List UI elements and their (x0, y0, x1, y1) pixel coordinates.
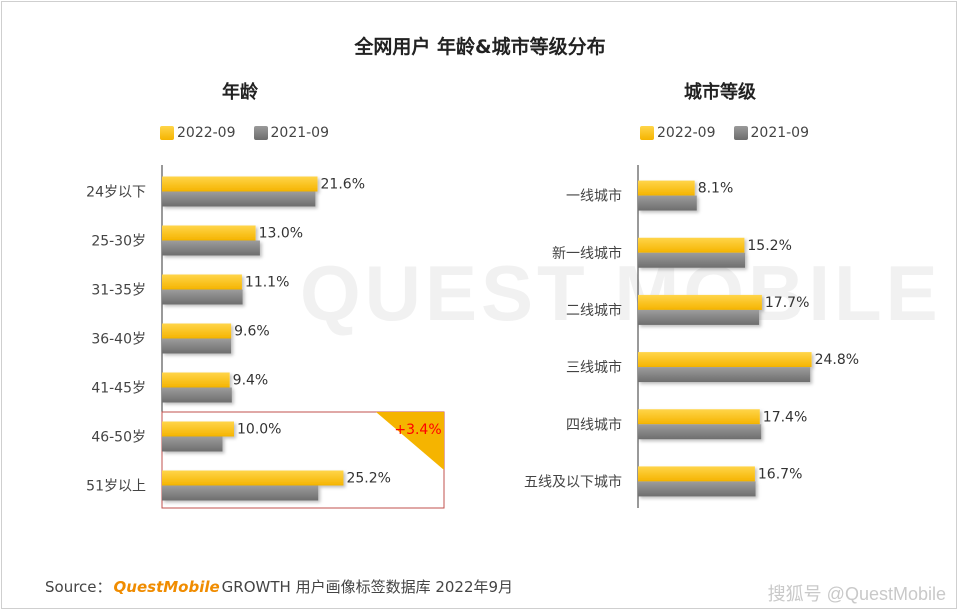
bar-2021 (162, 338, 232, 354)
city-chart-title: 城市等级 (684, 82, 756, 103)
highlight-annotation: +3.4% (394, 422, 441, 438)
legend-item-2021: 2021-09 (253, 125, 330, 141)
bar-2022 (638, 352, 812, 368)
bar-2022 (638, 466, 755, 482)
legend-swatch-2022 (160, 126, 174, 140)
bar-2022 (638, 237, 745, 253)
legend-item-2022: 2022-09 (640, 125, 716, 141)
bar-2022 (638, 409, 760, 425)
category-label: 46-50岁 (91, 430, 146, 446)
category-label: 三线城市 (566, 359, 622, 376)
legend-label-2021: 2021-09 (750, 125, 810, 141)
category-label: 36-40岁 (91, 332, 146, 348)
category-label: 二线城市 (566, 302, 622, 319)
data-label: 21.6% (321, 177, 365, 193)
category-label: 新一线城市 (552, 245, 622, 262)
category-label: 24岁以下 (86, 185, 146, 201)
legend-swatch-2021 (733, 126, 748, 140)
city-legend: 2022-09 2021-09 (640, 125, 827, 141)
bar-2022 (162, 225, 256, 241)
source-line: Source： QuestMobile GROWTH 用户画像标签数据库 202… (45, 576, 513, 597)
legend-item-2022: 2022-09 (160, 125, 236, 141)
category-label: 五线及以下城市 (524, 473, 622, 490)
data-label: 25.2% (346, 471, 390, 487)
data-label: 24.8% (815, 352, 859, 368)
bar-2022 (162, 176, 318, 192)
category-label: 25-30岁 (91, 234, 146, 250)
bar-2022 (162, 372, 230, 388)
data-label: 17.4% (763, 409, 807, 425)
bar-2021 (162, 240, 260, 256)
source-suffix: GROWTH 用户画像标签数据库 2022年9月 (221, 578, 514, 596)
bar-2021 (162, 436, 223, 452)
watermark: QUEST MOBILE (300, 249, 942, 337)
category-label: 一线城市 (566, 188, 622, 205)
source-prefix: Source： (45, 578, 112, 596)
data-label: 9.4% (233, 373, 269, 389)
data-label: 9.6% (234, 324, 270, 340)
category-label: 41-45岁 (91, 381, 146, 397)
category-label: 51岁以上 (86, 479, 146, 495)
bar-2021 (638, 309, 760, 325)
data-label: 15.2% (747, 238, 791, 254)
bar-2021 (162, 289, 243, 305)
bar-2021 (638, 252, 746, 268)
bar-2022 (162, 323, 232, 339)
category-label: 四线城市 (566, 416, 622, 433)
data-label: 16.7% (758, 466, 802, 482)
age-legend: 2022-09 2021-09 (160, 125, 347, 141)
legend-item-2021: 2021-09 (733, 125, 810, 141)
legend-label-2021: 2021-09 (270, 125, 330, 141)
legend-swatch-2022 (640, 126, 654, 140)
bar-2021 (638, 367, 811, 383)
bar-2022 (162, 421, 234, 437)
legend-label-2022: 2022-09 (657, 125, 716, 141)
bar-2021 (162, 191, 316, 207)
source-brand: QuestMobile (113, 578, 220, 596)
chart-title: 全网用户 年龄&城市等级分布 (354, 36, 606, 58)
legend-swatch-2021 (253, 126, 268, 140)
bar-2022 (162, 470, 344, 486)
data-label: 10.0% (237, 422, 281, 438)
data-label: 13.0% (259, 226, 303, 242)
highlight-triangle (376, 412, 444, 470)
bar-2021 (638, 195, 697, 211)
bar-2022 (162, 274, 242, 290)
bar-2021 (638, 481, 756, 497)
data-label: 8.1% (698, 181, 734, 197)
bar-2021 (638, 424, 762, 440)
data-label: 11.1% (245, 275, 289, 291)
bar-2022 (638, 294, 762, 310)
sohu-credit: 搜狐号 @QuestMobile (767, 584, 946, 604)
legend-label-2022: 2022-09 (177, 125, 236, 141)
bar-2021 (162, 387, 232, 403)
category-label: 31-35岁 (91, 283, 146, 299)
bar-2022 (638, 180, 695, 196)
bar-2021 (162, 485, 319, 501)
data-label: 17.7% (765, 295, 809, 311)
age-chart-title: 年龄 (222, 82, 258, 103)
